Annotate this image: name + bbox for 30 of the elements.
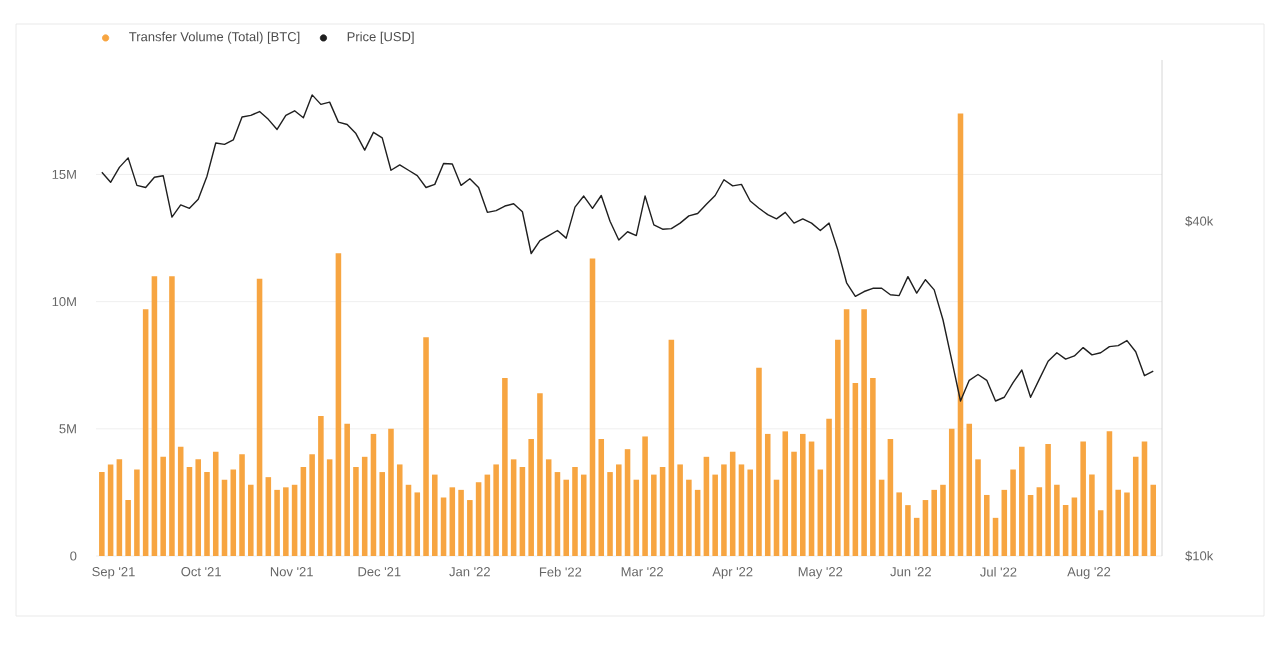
bar bbox=[738, 464, 745, 556]
bar bbox=[475, 482, 482, 556]
bar bbox=[589, 258, 596, 556]
bar bbox=[291, 484, 298, 556]
bar bbox=[107, 464, 114, 556]
bar bbox=[782, 431, 789, 556]
bar bbox=[449, 487, 456, 556]
bar bbox=[843, 309, 850, 556]
bar bbox=[1106, 431, 1113, 556]
bar bbox=[370, 433, 377, 556]
bar bbox=[729, 451, 736, 556]
bar bbox=[99, 472, 105, 556]
bar bbox=[265, 477, 272, 556]
bar bbox=[624, 449, 631, 556]
bar bbox=[361, 456, 368, 556]
bar bbox=[668, 339, 675, 556]
bar bbox=[1141, 441, 1148, 556]
bar bbox=[116, 459, 123, 556]
line-series bbox=[101, 94, 1154, 402]
bar bbox=[186, 466, 193, 556]
bar bbox=[554, 472, 561, 556]
bar bbox=[335, 253, 342, 556]
bar bbox=[703, 456, 710, 556]
bar bbox=[887, 439, 894, 556]
bar bbox=[212, 451, 219, 556]
bar bbox=[151, 276, 158, 556]
bar bbox=[256, 278, 263, 556]
bar bbox=[808, 441, 815, 556]
bar bbox=[659, 466, 666, 556]
bar bbox=[142, 309, 149, 556]
